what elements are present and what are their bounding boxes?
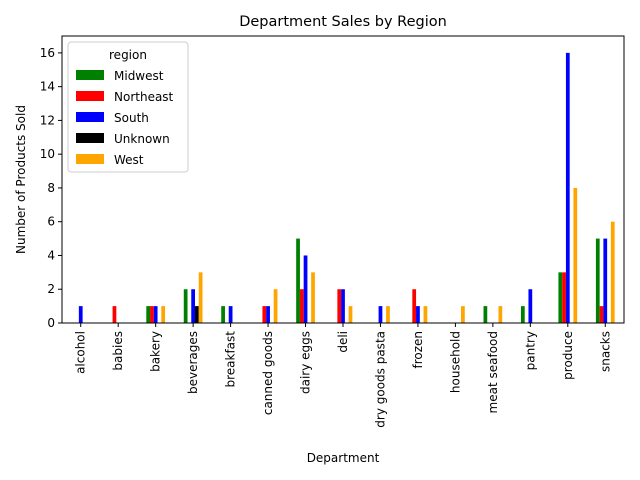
bar-northeast-canned-goods [262,306,267,323]
y-tick-label: 8 [47,181,55,195]
y-axis: 0 2 4 6 8 10 12 14 16 [40,46,62,330]
legend-label-west: West [114,153,144,167]
bar-northeast-bakery [150,306,154,323]
legend-swatch-south [76,112,104,122]
x-tick-label-alcohol: alcohol [74,331,88,374]
x-tick-label-snacks: snacks [598,331,612,372]
x-axis: alcohol babies bakery beverages breakfast can… [74,323,612,428]
bar-midwest-snacks [595,238,600,323]
x-tick-label-pantry: pantry [523,331,537,370]
bars-layer [78,52,615,323]
bar-midwest-produce [558,272,563,323]
bar-midwest-meat-seafood [483,306,488,323]
bar-south-alcohol [78,306,83,323]
bar-south-deli [341,289,345,323]
x-tick-label-breakfast: breakfast [224,331,238,388]
bar-south-snacks [603,238,608,323]
x-tick-label-bakery: bakery [149,331,163,372]
bar-south-bakery [153,306,158,323]
bar-northeast-dairy-eggs [299,289,304,323]
bar-west-canned-goods [273,289,278,323]
x-axis-label: Department [307,451,380,465]
legend-swatch-midwest [76,70,104,80]
y-tick-label: 4 [47,248,55,262]
legend-swatch-unknown [76,133,104,143]
x-tick-label-dry-goods-pasta: dry goods pasta [374,331,388,428]
bar-west-frozen [423,306,428,323]
legend-label-midwest: Midwest [114,69,164,83]
bar-northeast-snacks [599,306,604,323]
bar-south-dairy-eggs [303,255,308,323]
legend-label-northeast: Northeast [114,90,174,104]
legend-swatch-northeast [76,91,104,101]
bar-west-dairy-eggs [311,272,315,323]
y-tick-label: 6 [47,215,55,229]
y-tick-label: 2 [47,282,55,296]
legend-title: region [109,48,147,62]
y-tick-label: 14 [40,80,55,94]
bar-south-pantry [528,289,533,323]
chart-title: Department Sales by Region [239,14,447,30]
bar-west-beverages [198,272,203,323]
legend-swatch-west [76,154,104,164]
bar-south-breakfast [228,306,233,323]
bar-south-dry-goods-pasta [378,306,383,323]
bar-south-produce [565,52,570,323]
x-tick-label-frozen: frozen [411,331,425,369]
bar-unknown-beverages [195,306,199,323]
x-tick-label-meat-seafood: meat seafood [486,331,500,413]
bar-northeast-produce [562,272,566,323]
bar-midwest-breakfast [221,306,225,323]
bar-west-household [461,306,465,323]
bar-south-frozen [416,306,420,323]
bar-west-snacks [610,221,615,323]
x-tick-label-canned-goods: canned goods [261,331,275,415]
bar-northeast-babies [112,306,117,323]
x-tick-label-dairy-eggs: dairy eggs [299,331,313,394]
y-axis-label: Number of Products Sold [14,105,28,254]
bar-west-bakery [161,306,166,323]
legend: region Midwest Northeast South Unknown West [67,41,189,173]
bar-midwest-beverages [183,289,188,323]
y-tick-label: 12 [40,113,55,127]
bar-northeast-deli [337,289,342,323]
bar-west-produce [573,187,578,323]
bar-west-dry-goods-pasta [386,306,390,323]
legend-label-unknown: Unknown [114,132,170,146]
x-tick-label-deli: deli [336,331,350,353]
x-tick-label-babies: babies [111,331,125,371]
bar-west-deli [348,306,353,323]
bar-south-canned-goods [266,306,270,323]
bar-south-beverages [191,289,196,323]
x-tick-label-household: household [448,331,462,393]
x-tick-label-beverages: beverages [186,331,200,394]
bar-west-meat-seafood [498,306,503,323]
bar-midwest-pantry [520,306,525,323]
x-tick-label-produce: produce [561,331,575,380]
legend-label-south: South [114,111,149,125]
y-tick-label: 10 [40,147,55,161]
y-tick-label: 16 [40,46,55,60]
bar-midwest-dairy-eggs [296,238,300,323]
y-tick-label: 0 [47,316,55,330]
bar-northeast-frozen [412,289,417,323]
bar-midwest-bakery [146,306,151,323]
